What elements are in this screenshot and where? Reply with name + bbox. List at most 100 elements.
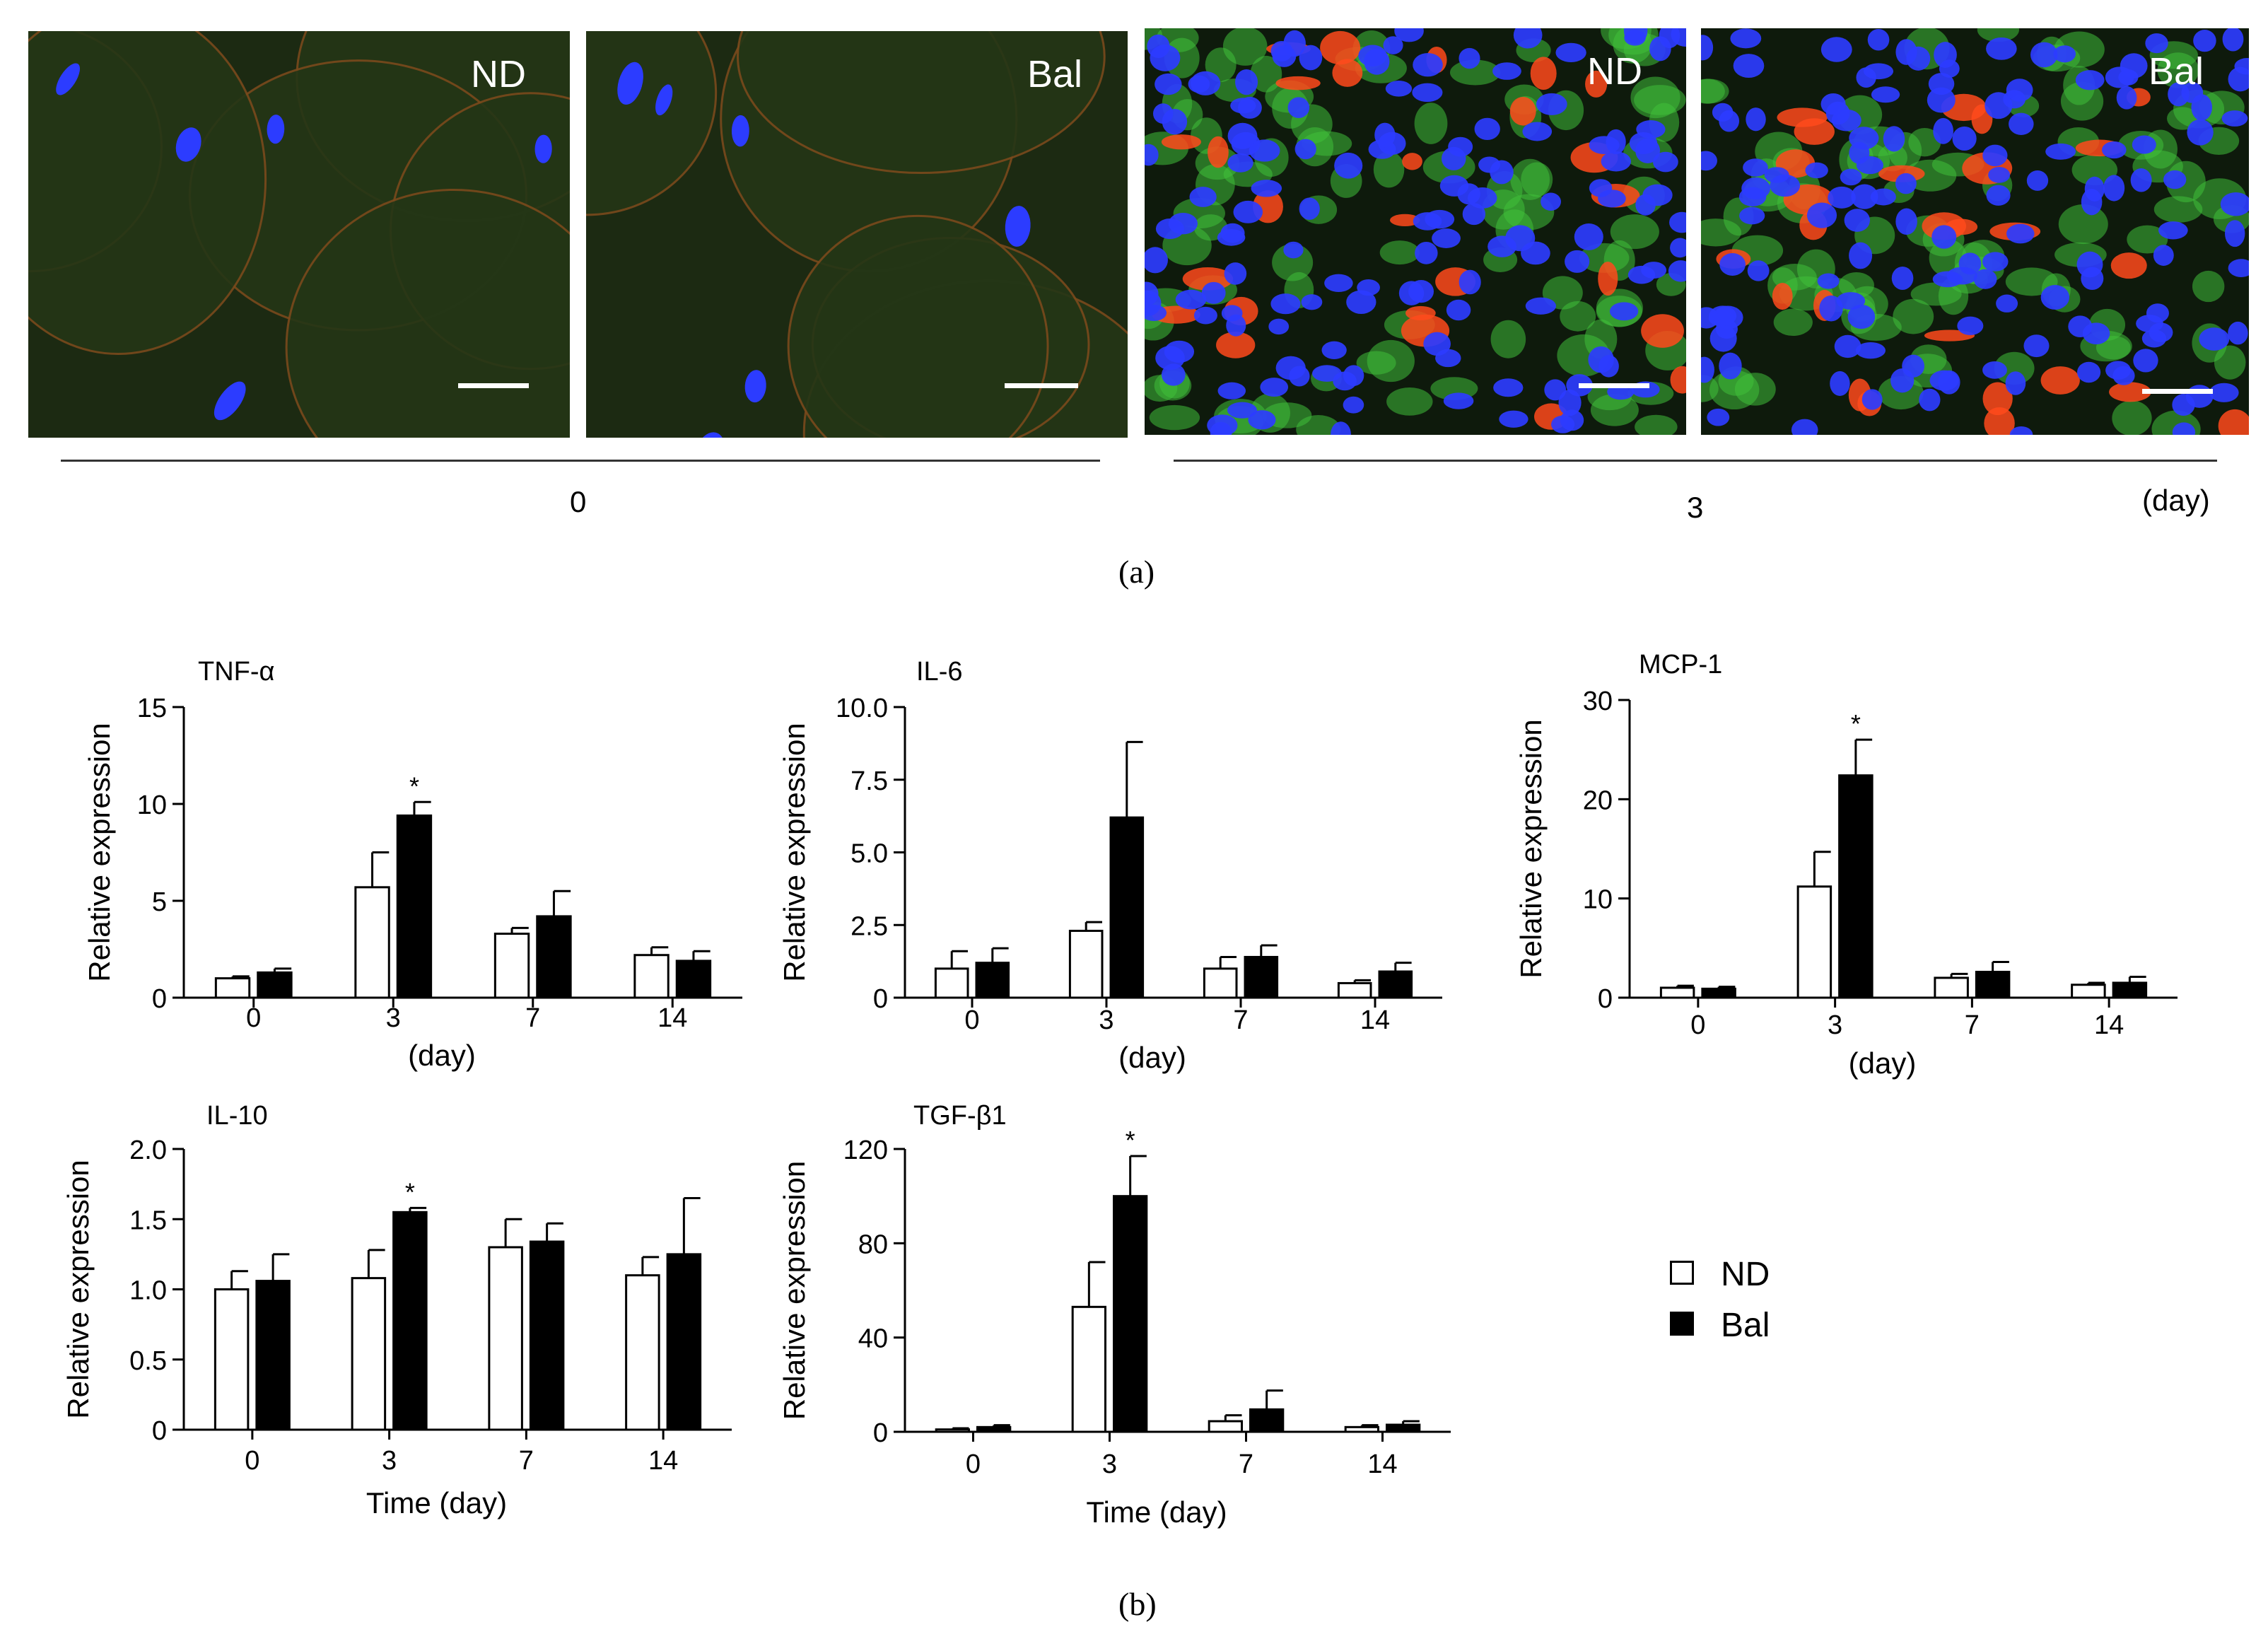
nucleus <box>1233 200 1263 223</box>
nucleus <box>1952 126 1977 151</box>
image-tag-bal: Bal <box>2148 50 2204 93</box>
micrograph-day3-bal: Bal <box>1701 28 2249 435</box>
nucleus <box>1224 262 1247 285</box>
cytoplasm <box>1910 282 1962 306</box>
nucleus <box>1248 410 1276 430</box>
nucleus <box>1459 47 1480 69</box>
nucleus <box>1207 414 1238 435</box>
nucleus <box>1357 279 1380 296</box>
micrograph-day0-nd: ND <box>28 31 570 438</box>
bar-nd <box>493 933 530 999</box>
nucleus <box>2228 321 2248 345</box>
nucleus <box>1412 83 1443 103</box>
bar-bal <box>976 1425 1012 1433</box>
nucleus <box>1996 294 2018 313</box>
significance-mark: * <box>409 771 419 800</box>
nucleus <box>1521 241 1550 265</box>
nucleus <box>2153 245 2174 266</box>
nucleus <box>1442 146 1466 170</box>
cytoplasm <box>1977 28 2020 42</box>
micrograph-image <box>1701 28 2249 435</box>
nucleus <box>2116 86 2137 110</box>
nucleus <box>2023 334 2050 358</box>
nucleus <box>1982 144 2008 167</box>
scale-bar <box>458 383 529 388</box>
nucleus <box>1932 271 1963 288</box>
figure-label-b: (b) <box>1118 1586 1157 1622</box>
bar-nd <box>1337 981 1372 999</box>
stained-cell <box>2040 366 2080 395</box>
nucleus <box>1413 53 1443 77</box>
x-tick-label: 0 <box>245 1446 259 1476</box>
fiber-outline <box>28 31 267 355</box>
nucleus <box>1902 354 1924 378</box>
cytoplasm <box>1994 351 2035 385</box>
stained-cell <box>1984 407 2015 435</box>
nucleus <box>1499 410 1528 428</box>
cytoplasm <box>1367 339 1415 383</box>
nucleus <box>2133 349 2158 373</box>
nucleus <box>1739 206 1765 225</box>
y-tick-label: 20 <box>1583 786 1613 815</box>
nucleus <box>1251 180 1282 197</box>
cytoplasm <box>1149 404 1200 431</box>
nucleus <box>1635 138 1661 164</box>
stained-cell <box>1641 314 1684 348</box>
nucleus <box>1153 103 1174 124</box>
nucleus <box>1984 92 2013 119</box>
nucleus <box>1413 212 1442 231</box>
nucleus <box>1227 402 1257 419</box>
stained-cell <box>1402 153 1422 170</box>
chart-1: IL-6 0 2.5 5.0 7.5 10.0 Relative expression 0 3 7… <box>778 657 1442 1074</box>
nucleus <box>2172 394 2195 416</box>
cytoplasm <box>2060 81 2104 121</box>
nucleus <box>1493 378 1524 397</box>
nucleus <box>1791 419 1818 435</box>
cytoplasm <box>1386 387 1433 416</box>
chart-3: IL-10 0 0.5 1.0 1.5 2.0 Relative expression 0 3 *… <box>62 1101 732 1519</box>
y-tick-label: 0 <box>152 984 167 1014</box>
nucleus <box>1283 241 1304 259</box>
nucleus <box>2199 327 2230 351</box>
nucleus <box>1707 408 1730 426</box>
nucleus <box>1226 314 1246 337</box>
nucleus <box>1746 107 1766 132</box>
x-axis-label: Time (day) <box>366 1486 507 1519</box>
stained-cell <box>1598 262 1618 296</box>
y-tick-label: 5.0 <box>850 839 888 869</box>
nucleus <box>2040 285 2070 310</box>
cytoplasm <box>2214 345 2246 380</box>
nucleus <box>2009 112 2034 135</box>
bar-nd <box>1796 885 1832 999</box>
y-tick-label: 40 <box>858 1324 888 1354</box>
nucleus <box>2145 33 2168 54</box>
bar-nd <box>488 1246 523 1431</box>
nucleus <box>1574 223 1603 251</box>
nucleus <box>2005 371 2026 395</box>
x-tick-label: 3 <box>1828 1010 1842 1040</box>
nucleus <box>1005 206 1031 247</box>
nucleus <box>2158 221 2188 240</box>
chart-4: TGF-β1 0 40 80 120 Relative expression 0 3 * 7 14 T… <box>778 1101 1451 1529</box>
nucleus <box>1175 289 1207 310</box>
x-tick-label: 7 <box>525 1003 540 1033</box>
x-tick-label: 3 <box>386 1003 401 1033</box>
nucleus <box>2191 94 2213 121</box>
nucleus <box>2026 170 2049 191</box>
nucleus <box>1201 281 1226 304</box>
stained-cell <box>1405 305 1436 321</box>
nucleus <box>1988 167 2011 183</box>
bar-bal <box>1378 970 1413 999</box>
y-tick-label: 0 <box>152 1416 167 1446</box>
image-tag-nd: ND <box>471 53 526 95</box>
nucleus <box>1321 341 1347 359</box>
nucleus <box>1275 356 1306 380</box>
nucleus <box>1919 388 1941 412</box>
nucleus <box>1701 356 1714 383</box>
nucleus <box>1733 54 1765 78</box>
bar-bal <box>1701 987 1736 999</box>
nucleus <box>1155 73 1182 95</box>
nucleus <box>1227 153 1253 173</box>
nucleus <box>2053 45 2076 63</box>
nucleus <box>1299 197 1320 220</box>
